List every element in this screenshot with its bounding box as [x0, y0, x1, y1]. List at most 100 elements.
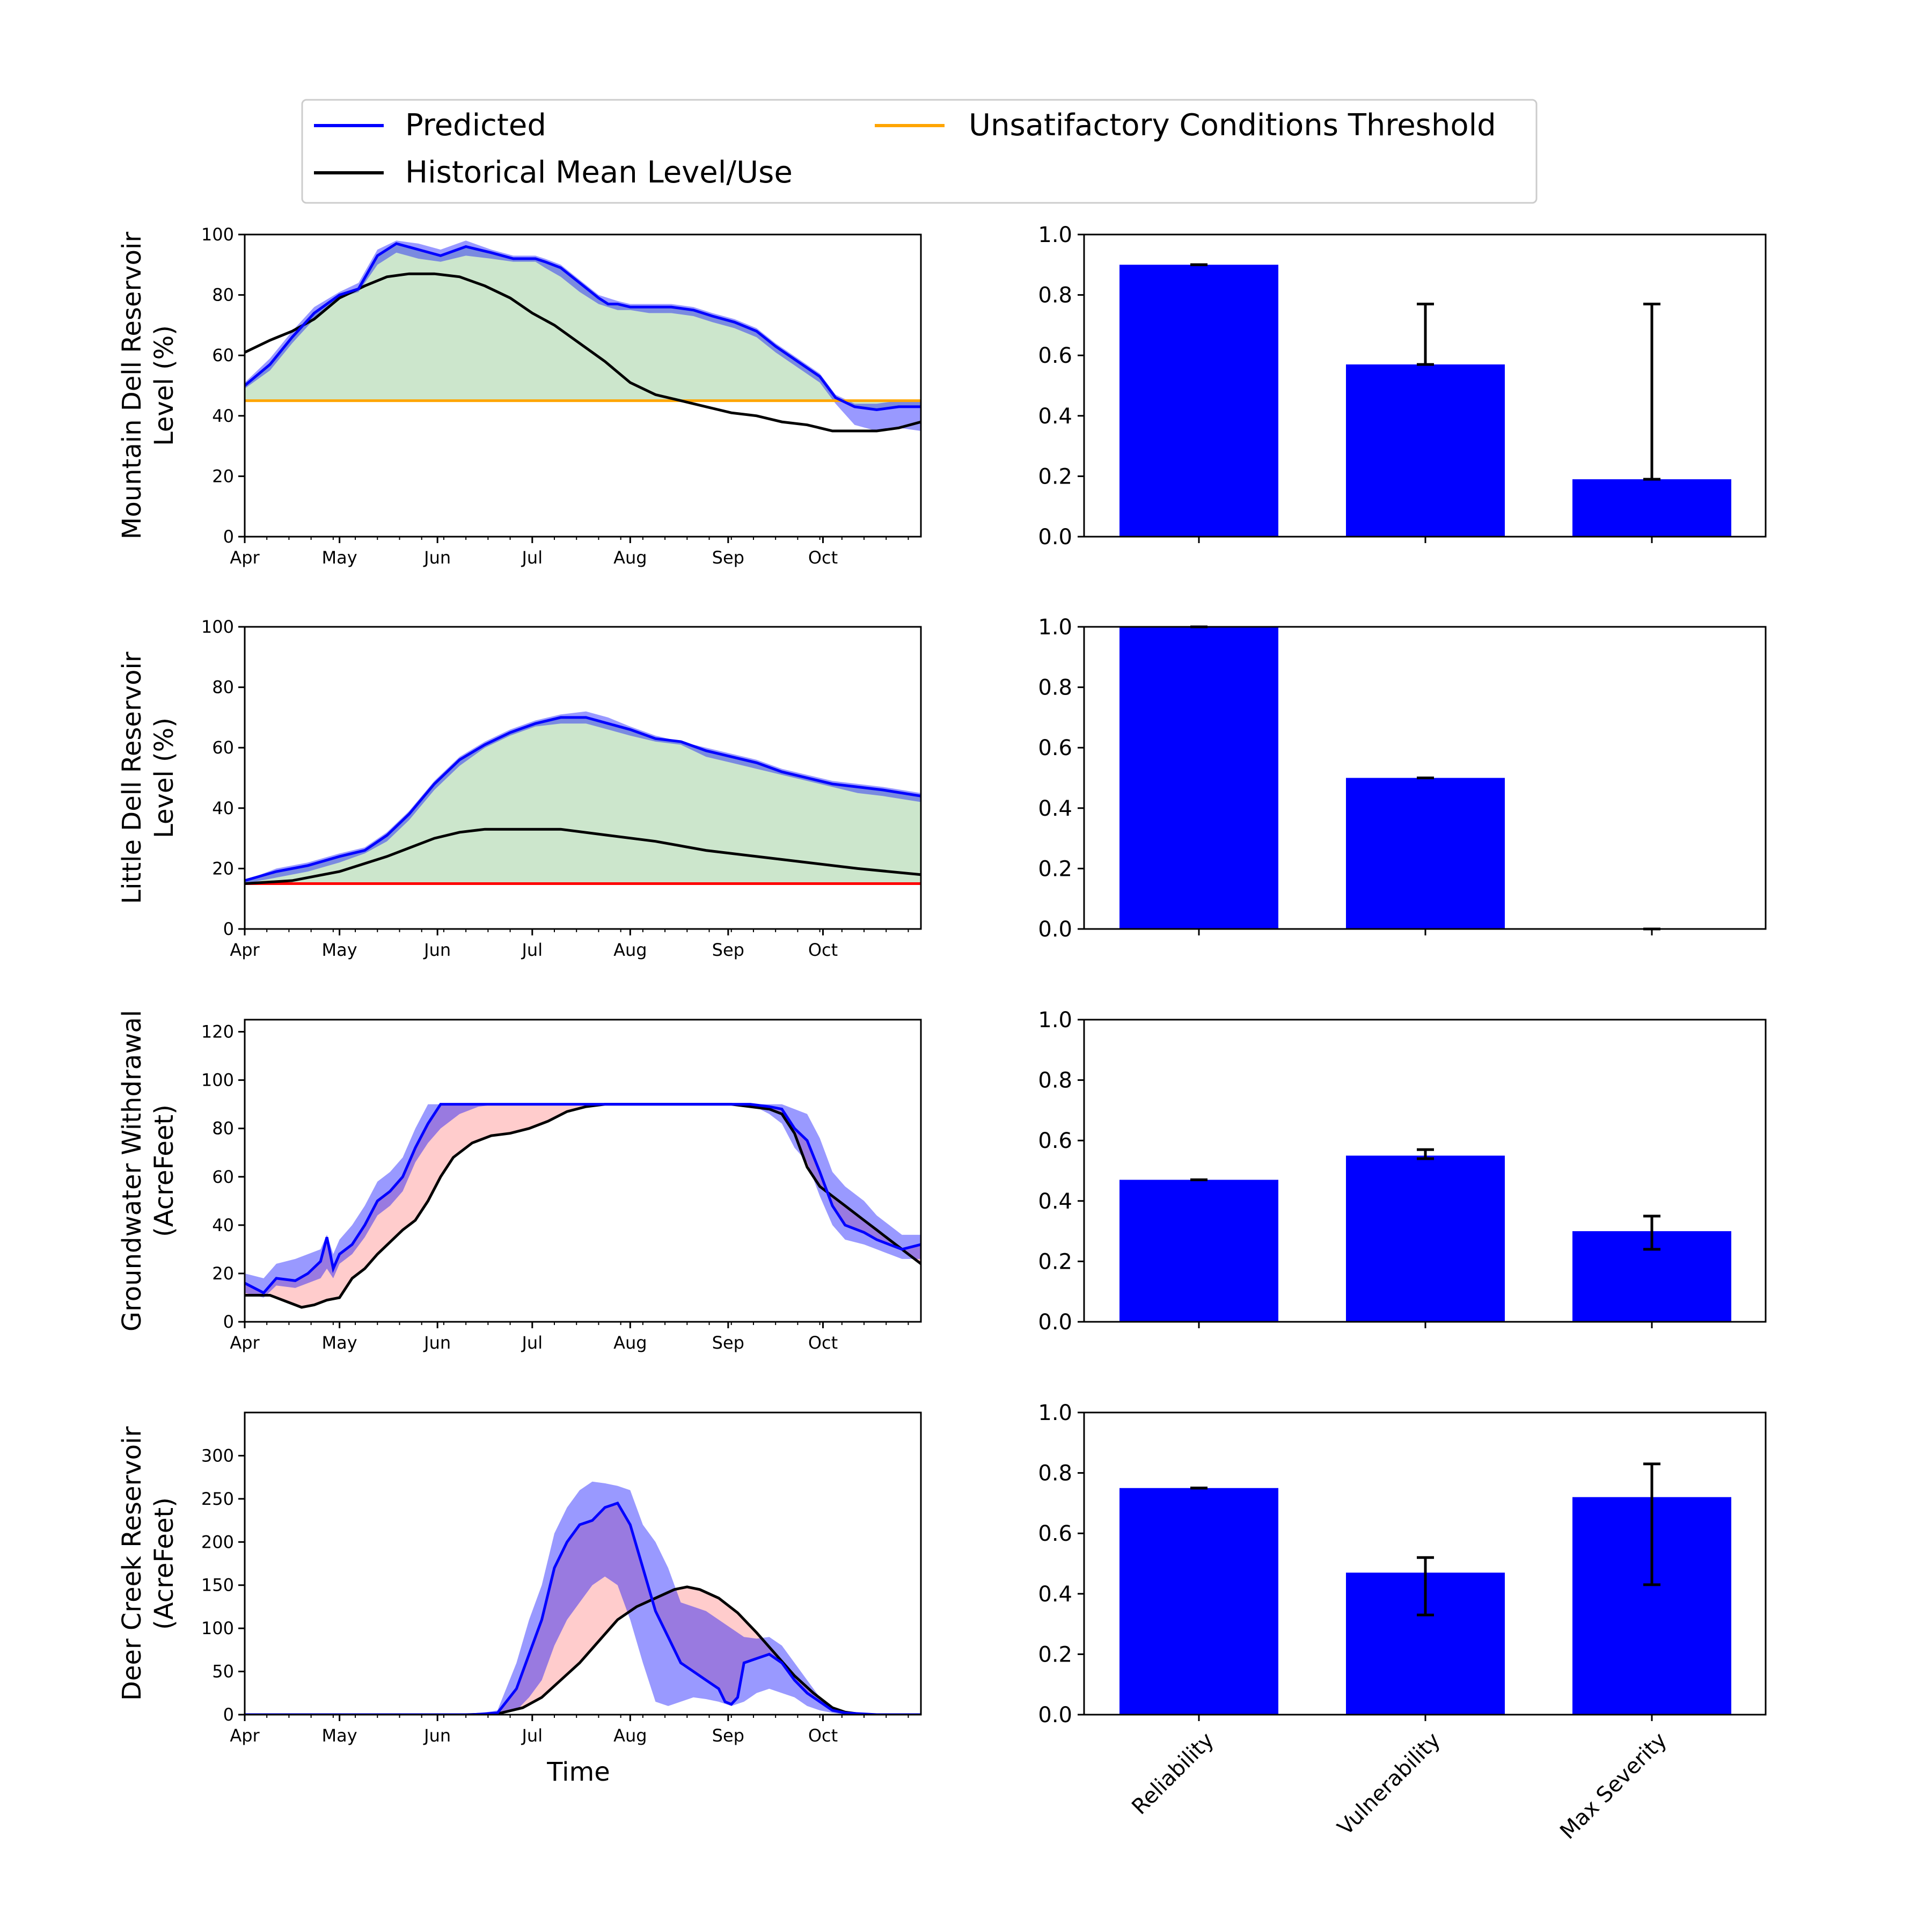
- fill-vs-historical: [245, 1503, 921, 1715]
- y-axis-label: Deer Creek Reservoir: [117, 1426, 147, 1701]
- bar-max-severity: [1572, 479, 1731, 537]
- fill-above-threshold: [245, 717, 921, 884]
- bar-y-tick-label: 1.0: [1038, 615, 1072, 640]
- y-axis-label: Groundwater Withdrawal: [117, 1010, 147, 1331]
- bar-category-label: Max Severity: [1555, 1728, 1672, 1845]
- y-tick-label: 80: [212, 1118, 234, 1139]
- x-tick-label: Apr: [230, 1333, 260, 1353]
- x-tick-label: May: [322, 1333, 357, 1353]
- x-tick-label: Sep: [712, 547, 744, 568]
- line-plot-area: [245, 1103, 921, 1309]
- bar-reliability: [1119, 1180, 1278, 1322]
- x-tick-label: Apr: [230, 940, 260, 960]
- legend-predicted-label: Predicted: [405, 108, 546, 143]
- x-tick-label: Sep: [712, 1333, 744, 1353]
- x-axis-label: Time: [546, 1757, 610, 1787]
- fill-above-threshold: [245, 243, 921, 410]
- bar-y-tick-label: 1.0: [1038, 1008, 1072, 1033]
- y-tick-label: 20: [212, 1263, 234, 1284]
- y-tick-label: 150: [201, 1575, 234, 1596]
- bar-reliability: [1119, 265, 1278, 537]
- bar-y-tick-label: 0.4: [1038, 1582, 1072, 1607]
- predicted-band: [245, 240, 921, 431]
- bar-y-tick-label: 0.6: [1038, 1129, 1072, 1153]
- x-tick-label: Jun: [423, 940, 451, 960]
- bar-vulnerability: [1346, 364, 1505, 537]
- y-tick-label: 60: [212, 1167, 234, 1187]
- line-axes-frame: [244, 1411, 922, 1716]
- bar-y-tick-label: 0.4: [1038, 796, 1072, 821]
- bar-reliability: [1119, 627, 1278, 929]
- bar-vulnerability: [1346, 778, 1505, 929]
- x-tick-label: May: [322, 547, 357, 568]
- y-tick-label: 40: [212, 1215, 234, 1235]
- y-tick-label: 120: [201, 1022, 234, 1042]
- panel-0: 0 20 40 60 80 100 Apr May Jun Jul Aug Sep Oct Mountai…: [117, 223, 1767, 568]
- bar-y-tick-label: 0.0: [1038, 525, 1072, 550]
- bar-y-tick-label: 1.0: [1038, 1401, 1072, 1425]
- line-axes-frame: [244, 233, 922, 538]
- historical-line: [245, 1103, 921, 1309]
- bar-y-tick-label: 0.6: [1038, 1521, 1072, 1546]
- x-tick-label: Jul: [521, 547, 543, 568]
- y-tick-label: 80: [212, 285, 234, 305]
- y-axis-label: (AcreFeet): [149, 1497, 179, 1630]
- x-tick-label: Aug: [613, 1333, 647, 1353]
- bar-reliability: [1119, 1488, 1278, 1715]
- y-tick-label: 100: [201, 617, 234, 637]
- bar-category-label: Vulnerability: [1333, 1728, 1445, 1840]
- y-tick-label: 100: [201, 1618, 234, 1638]
- x-tick-label: Oct: [808, 547, 838, 568]
- panel-1: 0 20 40 60 80 100 Apr May Jun Jul Aug Sep Oct Little …: [117, 615, 1767, 960]
- y-axis-label: Mountain Dell Reservoir: [117, 232, 147, 539]
- predicted-line: [245, 242, 921, 412]
- predicted-line: [245, 1103, 921, 1295]
- bar-y-tick-label: 0.8: [1038, 1069, 1072, 1093]
- y-tick-label: 0: [223, 919, 234, 939]
- y-tick-label: 300: [201, 1445, 234, 1466]
- line-axes-frame: [244, 1019, 922, 1323]
- historical-line: [245, 828, 921, 885]
- bar-axes-frame: [1083, 626, 1767, 930]
- line-plot-area: [245, 711, 921, 885]
- x-tick-label: Sep: [712, 940, 744, 960]
- x-tick-label: Aug: [613, 940, 647, 960]
- bar-y-tick-label: 0.2: [1038, 857, 1072, 881]
- y-axis-label: (AcreFeet): [149, 1104, 179, 1237]
- y-tick-label: 60: [212, 345, 234, 365]
- y-tick-label: 50: [212, 1662, 234, 1682]
- y-tick-label: 0: [223, 526, 234, 547]
- x-tick-label: Jun: [423, 1333, 451, 1353]
- bar-y-tick-label: 0.2: [1038, 1249, 1072, 1274]
- line-axes-frame: [244, 626, 922, 930]
- x-tick-label: Apr: [230, 1725, 260, 1746]
- y-tick-label: 20: [212, 466, 234, 486]
- bar-y-tick-label: 0.0: [1038, 1310, 1072, 1335]
- x-tick-label: Jul: [521, 1333, 543, 1353]
- predicted-band: [245, 1481, 921, 1715]
- x-tick-label: Aug: [613, 1725, 647, 1746]
- y-tick-label: 60: [212, 737, 234, 758]
- y-tick-label: 40: [212, 406, 234, 426]
- x-tick-label: Oct: [808, 940, 838, 960]
- bar-y-tick-label: 0.2: [1038, 1642, 1072, 1667]
- fill-vs-historical: [245, 1104, 921, 1307]
- predicted-line: [245, 716, 921, 882]
- y-axis-label: Little Dell Reservoir: [117, 652, 147, 904]
- x-tick-label: Apr: [230, 547, 260, 568]
- y-tick-label: 40: [212, 798, 234, 818]
- bar-y-tick-label: 0.8: [1038, 1461, 1072, 1486]
- y-tick-label: 250: [201, 1489, 234, 1509]
- y-tick-label: 100: [201, 1070, 234, 1091]
- x-tick-label: Jun: [423, 1725, 451, 1746]
- x-tick-label: Jul: [521, 1725, 543, 1746]
- bar-axes-frame: [1083, 1411, 1767, 1716]
- x-tick-label: Sep: [712, 1725, 744, 1746]
- bar-category-label: Reliability: [1127, 1728, 1219, 1820]
- bar-axes-frame: [1083, 233, 1767, 538]
- bar-y-tick-label: 0.0: [1038, 1703, 1072, 1728]
- line-plot-area: [245, 1481, 921, 1715]
- predicted-line: [245, 1501, 921, 1715]
- x-tick-label: Oct: [808, 1333, 838, 1353]
